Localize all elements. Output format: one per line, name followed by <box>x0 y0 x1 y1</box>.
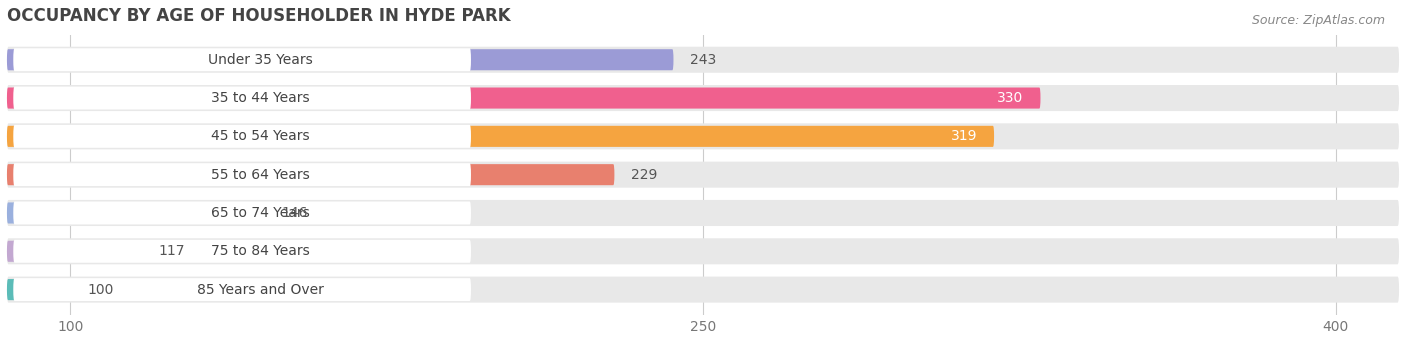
Text: 117: 117 <box>159 244 186 258</box>
FancyBboxPatch shape <box>13 87 471 109</box>
FancyBboxPatch shape <box>13 202 471 224</box>
FancyBboxPatch shape <box>7 85 1399 111</box>
FancyBboxPatch shape <box>7 123 1399 149</box>
Text: Under 35 Years: Under 35 Years <box>208 53 312 67</box>
Text: 55 to 64 Years: 55 to 64 Years <box>211 168 309 182</box>
FancyBboxPatch shape <box>7 49 673 70</box>
FancyBboxPatch shape <box>7 277 1399 302</box>
FancyBboxPatch shape <box>13 163 471 186</box>
FancyBboxPatch shape <box>13 125 471 148</box>
Text: Source: ZipAtlas.com: Source: ZipAtlas.com <box>1251 14 1385 27</box>
FancyBboxPatch shape <box>7 238 1399 264</box>
FancyBboxPatch shape <box>7 126 994 147</box>
Text: 85 Years and Over: 85 Years and Over <box>197 283 323 297</box>
FancyBboxPatch shape <box>7 162 1399 188</box>
Text: 65 to 74 Years: 65 to 74 Years <box>211 206 309 220</box>
Text: 35 to 44 Years: 35 to 44 Years <box>211 91 309 105</box>
Text: 243: 243 <box>690 53 717 67</box>
Text: 330: 330 <box>997 91 1024 105</box>
Text: 146: 146 <box>281 206 308 220</box>
FancyBboxPatch shape <box>7 164 614 185</box>
FancyBboxPatch shape <box>7 279 70 300</box>
Text: 75 to 84 Years: 75 to 84 Years <box>211 244 309 258</box>
FancyBboxPatch shape <box>7 200 1399 226</box>
FancyBboxPatch shape <box>7 203 264 223</box>
Text: 319: 319 <box>950 129 977 143</box>
FancyBboxPatch shape <box>7 47 1399 73</box>
FancyBboxPatch shape <box>13 240 471 263</box>
Text: 229: 229 <box>631 168 658 182</box>
FancyBboxPatch shape <box>7 88 1040 108</box>
FancyBboxPatch shape <box>13 278 471 301</box>
Text: 100: 100 <box>87 283 114 297</box>
FancyBboxPatch shape <box>7 241 142 262</box>
FancyBboxPatch shape <box>13 48 471 71</box>
Text: 45 to 54 Years: 45 to 54 Years <box>211 129 309 143</box>
Text: OCCUPANCY BY AGE OF HOUSEHOLDER IN HYDE PARK: OCCUPANCY BY AGE OF HOUSEHOLDER IN HYDE … <box>7 7 510 25</box>
